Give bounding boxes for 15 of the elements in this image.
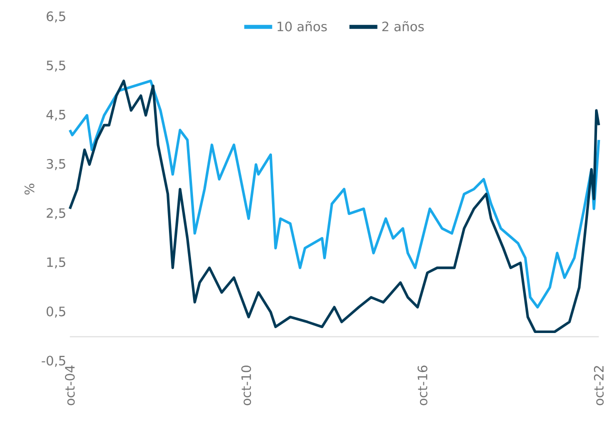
y-tick-label: 2,5 <box>46 208 66 220</box>
x-tick-label: oct-10 <box>241 366 252 406</box>
legend-label: 2 años <box>382 21 424 32</box>
y-tick-label: 4,5 <box>46 110 66 121</box>
y-tick-label: 0,5 <box>46 306 66 318</box>
y-tick-label: 1,5 <box>47 257 66 268</box>
y-axis-title: % <box>24 184 34 194</box>
legend-label: 10 años <box>278 21 327 32</box>
y-tick-label: -0,5 <box>42 356 66 367</box>
y-tick-label: 3,5 <box>46 158 66 170</box>
y-tick-label: 6,5 <box>46 11 66 22</box>
y-tick-label: 5,5 <box>46 60 66 72</box>
x-tick-label: oct-04 <box>64 365 75 406</box>
x-tick-label: oct-16 <box>418 366 428 406</box>
x-tick-label: oct-22 <box>594 366 604 406</box>
